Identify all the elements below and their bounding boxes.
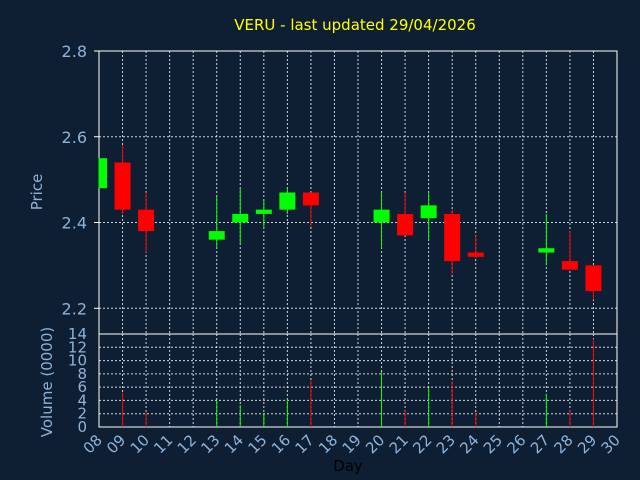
volume-tick-label: 12 — [68, 338, 87, 356]
price-tick-label: 2.6 — [62, 128, 87, 147]
candle-body — [420, 205, 437, 219]
candle-body — [585, 265, 602, 292]
price-tick-label: 2.2 — [62, 299, 87, 318]
candle-body — [208, 231, 225, 240]
candle-body — [279, 192, 296, 210]
volume-tick-label: 10 — [68, 352, 87, 370]
volume-tick-label: 8 — [77, 365, 87, 383]
candle-body — [561, 261, 578, 270]
price-tick-label: 2.8 — [62, 42, 87, 61]
volume-tick-label: 2 — [77, 405, 87, 423]
candle-body — [538, 248, 555, 253]
price-axis-label: Price — [28, 174, 46, 211]
candle-body — [99, 158, 107, 189]
candle-body — [114, 162, 131, 210]
chart-title: VERU - last updated 29/04/2026 — [234, 16, 476, 34]
volume-tick-label: 14 — [68, 325, 87, 343]
volume-tick-label: 0 — [77, 418, 87, 436]
candle-body — [444, 213, 461, 262]
candle-body — [302, 192, 319, 206]
candle-body — [232, 213, 249, 223]
price-tick-label: 2.4 — [62, 214, 87, 233]
volume-tick-label: 4 — [77, 391, 87, 409]
candle-body — [373, 209, 390, 223]
volume-tick-label: 6 — [77, 378, 87, 396]
day-axis-label: Day — [333, 457, 363, 475]
volume-panel-frame — [98, 333, 618, 428]
candle-body — [397, 213, 414, 236]
candle-body — [138, 209, 155, 232]
candle-body — [467, 252, 484, 257]
volume-axis-label: Volume (0000) — [38, 327, 56, 437]
candle-body — [255, 209, 272, 214]
